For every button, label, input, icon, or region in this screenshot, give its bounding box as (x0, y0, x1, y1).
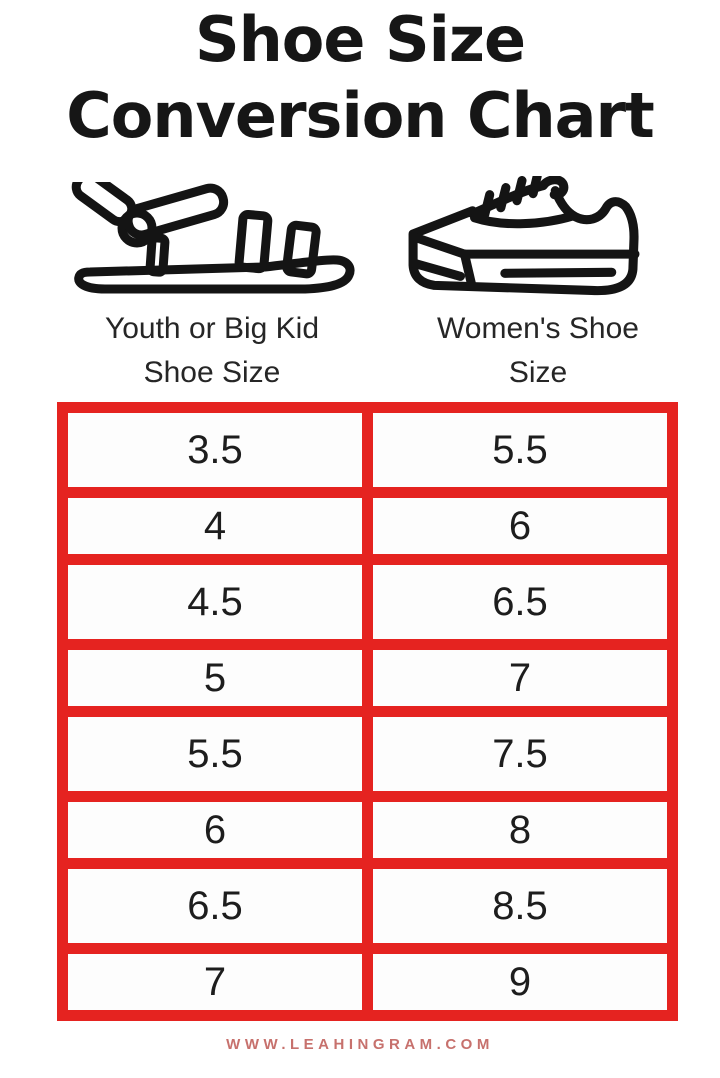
table-row: 6.5 8.5 (68, 869, 667, 943)
cell-youth-size: 6.5 (68, 869, 362, 943)
page-title-line2: Conversion Chart (66, 79, 654, 152)
sneaker-icon (402, 176, 644, 298)
cell-women-size: 6 (373, 498, 667, 554)
cell-youth-size: 6 (68, 802, 362, 858)
cell-women-size: 6.5 (373, 565, 667, 639)
cell-women-size: 9 (373, 954, 667, 1010)
table-row: 5 7 (68, 650, 667, 706)
page-title-line1: Shoe Size (194, 3, 526, 76)
column-header-youth-line2: Shoe Size (143, 356, 281, 389)
table-row: 4 6 (68, 498, 667, 554)
table-row: 6 8 (68, 802, 667, 858)
cell-youth-size: 4 (68, 498, 362, 554)
table-row: 4.5 6.5 (68, 565, 667, 639)
table-row: 5.5 7.5 (68, 717, 667, 791)
column-header-women-line2: Size (508, 356, 568, 389)
cell-women-size: 7 (373, 650, 667, 706)
column-header-youth: Youth or Big Kid Shoe Size (38, 307, 386, 395)
table-row: 7 9 (68, 954, 667, 1010)
column-header-women-line1: Women's Shoe (437, 312, 639, 345)
conversion-table: 3.5 5.5 4 6 4.5 6.5 5 7 5.5 7.5 6 8 6.5 … (57, 402, 678, 1021)
cell-women-size: 5.5 (373, 413, 667, 487)
cell-women-size: 8 (373, 802, 667, 858)
column-header-women: Women's Shoe Size (392, 307, 684, 395)
column-header-youth-line1: Youth or Big Kid (104, 312, 320, 345)
cell-youth-size: 4.5 (68, 565, 362, 639)
cell-women-size: 8.5 (373, 869, 667, 943)
page-title: Shoe Size Conversion Chart (0, 2, 720, 154)
cell-youth-size: 5.5 (68, 717, 362, 791)
table-row: 3.5 5.5 (68, 413, 667, 487)
cell-youth-size: 5 (68, 650, 362, 706)
cell-women-size: 7.5 (373, 717, 667, 791)
website-url: WWW.LEAHINGRAM.COM (226, 1036, 494, 1053)
cell-youth-size: 3.5 (68, 413, 362, 487)
sandal-icon (64, 182, 358, 298)
cell-youth-size: 7 (68, 954, 362, 1010)
